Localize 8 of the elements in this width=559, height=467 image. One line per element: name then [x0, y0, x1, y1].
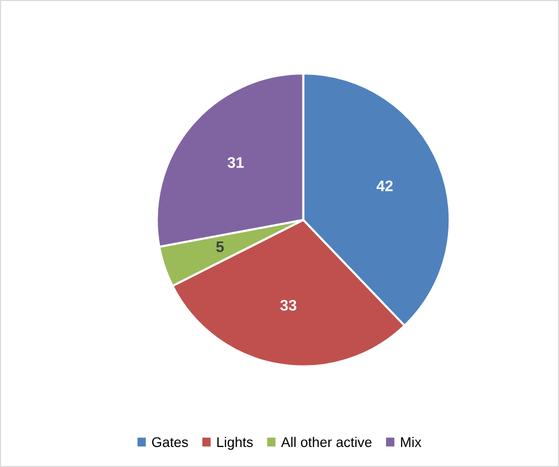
legend-label: Lights — [217, 436, 253, 450]
legend-label: Gates — [152, 437, 188, 448]
data-label: 33 — [280, 300, 296, 311]
legend-label: All other active — [281, 436, 372, 448]
data-label: 42 — [376, 180, 393, 192]
data-label: 5 — [216, 241, 224, 252]
data-label: 31 — [228, 157, 244, 168]
legend-label: Mix — [401, 436, 422, 447]
